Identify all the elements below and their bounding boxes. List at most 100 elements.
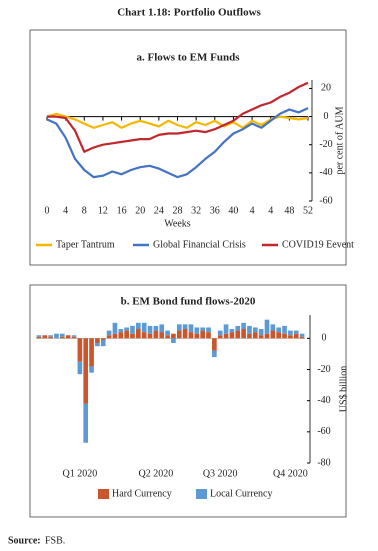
- bar: [100, 338, 106, 340]
- bar: [165, 330, 170, 336]
- bar: [247, 325, 252, 334]
- x-tick-label: 4: [63, 205, 68, 216]
- bar: [176, 330, 182, 339]
- bar: [200, 327, 205, 331]
- bar: [89, 338, 94, 367]
- bar: [95, 343, 100, 347]
- y-tick-label: -60: [319, 195, 332, 206]
- x-tick-label: Q4 2020: [273, 468, 308, 479]
- series-line: [47, 81, 309, 153]
- bar: [112, 333, 118, 339]
- bar: [136, 329, 141, 339]
- bar: [206, 332, 211, 339]
- bar: [217, 335, 223, 339]
- bar: [194, 333, 200, 339]
- bar: [293, 333, 299, 339]
- bar: [89, 366, 94, 373]
- bar: [282, 333, 287, 339]
- legend-swatch: [196, 489, 207, 499]
- legend-label: Global Financial Crisis: [153, 239, 246, 250]
- x-tick-label: 24: [154, 205, 164, 216]
- bar: [130, 325, 135, 334]
- bar: [165, 335, 170, 339]
- bar: [95, 338, 100, 344]
- y-tick-label: -20: [317, 364, 330, 375]
- bar: [223, 333, 229, 339]
- series-line: [46, 107, 309, 179]
- bar: [153, 330, 159, 339]
- legend-swatch: [98, 489, 109, 499]
- bar: [112, 322, 118, 334]
- bar: [299, 333, 305, 337]
- chart-title: a. Flows to EM Funds: [137, 52, 241, 64]
- series-line: [46, 112, 309, 129]
- bar: [141, 322, 147, 333]
- bar: [299, 336, 305, 339]
- bar: [276, 327, 282, 333]
- panel-b: [29, 284, 347, 518]
- bar: [42, 335, 48, 339]
- x-tick-label: 52: [303, 205, 313, 216]
- x-axis-label: Weeks: [164, 218, 191, 229]
- bar: [200, 330, 205, 339]
- y-axis-label: US$ billion: [338, 366, 349, 412]
- bar: [194, 327, 200, 334]
- y-tick-label: -40: [319, 167, 332, 178]
- bar: [141, 332, 147, 339]
- bar: [147, 333, 153, 339]
- bar: [241, 322, 246, 330]
- bar: [153, 325, 159, 331]
- bar: [188, 324, 194, 333]
- y-tick-label: 0: [324, 111, 329, 122]
- bar: [288, 330, 293, 336]
- bar: [159, 324, 165, 333]
- legend-label: Hard Currency: [112, 488, 172, 499]
- panel-a: [29, 29, 347, 266]
- x-tick-label: 20: [135, 205, 145, 216]
- bar: [258, 335, 264, 339]
- chart-title: b. EM Bond fund flows-2020: [121, 296, 256, 308]
- bar: [223, 324, 229, 334]
- bar: [235, 330, 241, 339]
- bar: [77, 338, 83, 362]
- bar: [229, 329, 235, 333]
- source: FSB.: [45, 535, 65, 546]
- bar: [252, 327, 258, 333]
- bar: [229, 332, 235, 339]
- bar: [206, 327, 211, 333]
- bar: [212, 350, 217, 358]
- x-tick-label: 0: [45, 205, 50, 216]
- x-tick-label: 16: [117, 205, 127, 216]
- bar: [59, 333, 65, 337]
- x-tick-label: 40: [228, 205, 238, 216]
- bar: [54, 333, 59, 339]
- bar: [124, 330, 129, 339]
- bar: [282, 325, 287, 334]
- source-label: Source:: [8, 535, 41, 546]
- x-tick-label: Q2 2020: [139, 468, 174, 479]
- page-title: Chart 1.18: Portfolio Outflows: [117, 7, 261, 19]
- bar: [176, 324, 182, 331]
- bar: [159, 332, 165, 339]
- bar: [293, 330, 299, 334]
- bar: [252, 332, 258, 339]
- bar: [36, 335, 42, 337]
- bar: [247, 333, 252, 339]
- x-tick-label: 8: [82, 205, 87, 216]
- x-tick-label: 4: [250, 205, 255, 216]
- bar: [270, 330, 276, 339]
- bar: [100, 339, 106, 347]
- bar: [171, 333, 176, 339]
- bar: [136, 322, 141, 330]
- legend-label: Taper Tantrum: [56, 239, 115, 250]
- bar: [270, 324, 276, 331]
- bar: [235, 325, 241, 331]
- x-tick-label: 12: [98, 205, 108, 216]
- bar: [83, 403, 89, 443]
- bar: [65, 335, 71, 339]
- bar: [258, 329, 264, 336]
- bar: [147, 325, 153, 334]
- y-tick-label: -60: [317, 426, 330, 437]
- y-tick-label: -40: [317, 395, 330, 406]
